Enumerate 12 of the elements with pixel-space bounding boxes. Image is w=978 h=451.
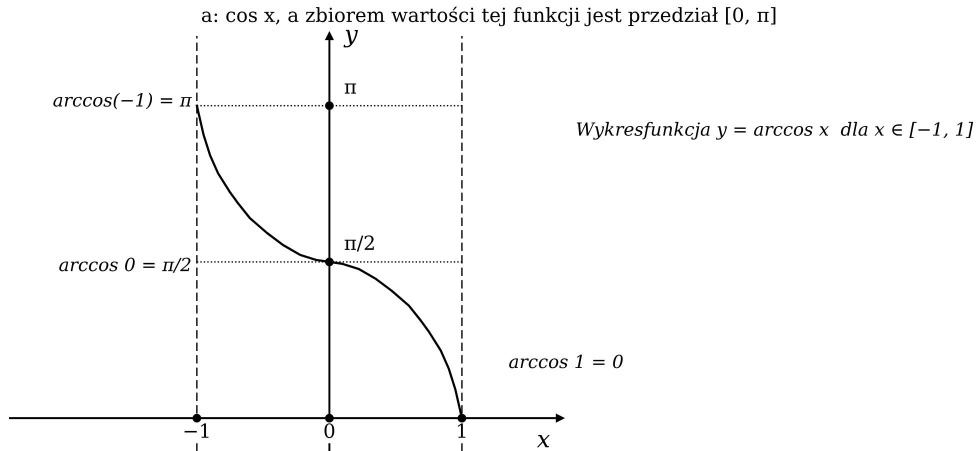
x-tick-label: 0 bbox=[324, 423, 334, 438]
x-tick-label: −1 bbox=[184, 423, 208, 438]
annotation: arccos(−1) = π bbox=[53, 92, 192, 110]
chart-title: a: cos x, a zbiorem wartości tej funkcji jest przedział [0, π] bbox=[202, 6, 776, 26]
annotation: arccos 0 = π/2 bbox=[59, 258, 190, 273]
y-tick-label: π bbox=[344, 84, 356, 94]
y-tick-label: π/2 bbox=[344, 235, 374, 252]
x-axis-title: x bbox=[536, 434, 550, 448]
annotation: arccos 1 = 0 bbox=[509, 354, 623, 368]
text: Wykresfunkcja y = arccos x dla x ∈ [−1, 1] bbox=[576, 122, 974, 140]
x-tick-label: 1 bbox=[458, 423, 466, 438]
y-axis-title: y bbox=[344, 30, 358, 48]
